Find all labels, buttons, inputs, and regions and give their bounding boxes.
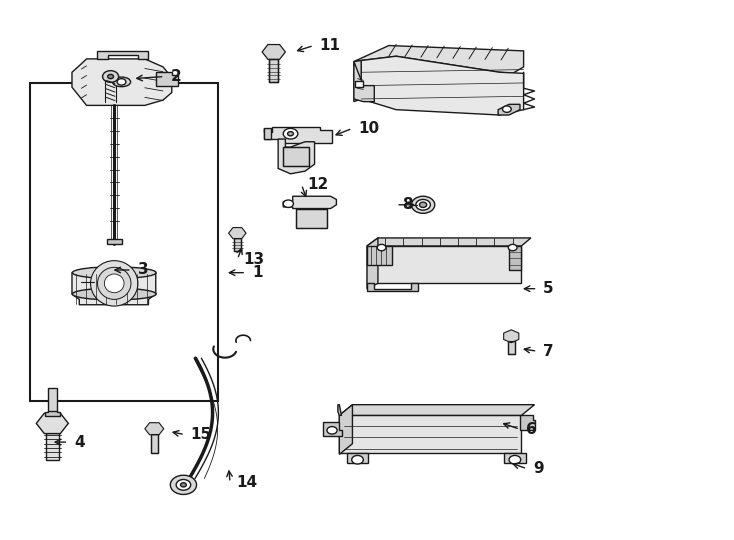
Polygon shape	[72, 59, 172, 105]
Polygon shape	[346, 453, 368, 463]
Ellipse shape	[73, 288, 156, 300]
Polygon shape	[361, 56, 523, 115]
Polygon shape	[354, 60, 361, 102]
Polygon shape	[150, 434, 158, 453]
Text: 4: 4	[74, 435, 85, 450]
Text: 2: 2	[170, 69, 181, 84]
Text: 7: 7	[543, 344, 554, 359]
Bar	[355, 82, 363, 87]
Text: 11: 11	[319, 38, 341, 53]
Circle shape	[283, 200, 294, 207]
Circle shape	[103, 71, 119, 83]
Polygon shape	[46, 433, 59, 460]
Text: 12: 12	[308, 177, 329, 192]
Circle shape	[509, 244, 517, 251]
Circle shape	[117, 79, 126, 85]
Text: 9: 9	[533, 461, 544, 476]
Circle shape	[170, 475, 197, 495]
Polygon shape	[367, 284, 418, 292]
Polygon shape	[339, 404, 534, 415]
Circle shape	[181, 483, 186, 487]
Polygon shape	[45, 410, 59, 416]
Polygon shape	[339, 404, 352, 454]
Bar	[30, 83, 219, 401]
Text: 15: 15	[191, 427, 212, 442]
Polygon shape	[509, 246, 521, 270]
Circle shape	[288, 132, 294, 136]
Polygon shape	[367, 246, 521, 284]
Polygon shape	[354, 62, 374, 102]
Circle shape	[283, 129, 298, 139]
Circle shape	[108, 75, 114, 79]
Text: 10: 10	[358, 121, 379, 136]
Polygon shape	[156, 72, 178, 86]
Polygon shape	[520, 415, 534, 430]
Polygon shape	[367, 246, 393, 265]
Polygon shape	[338, 404, 341, 415]
Polygon shape	[323, 422, 341, 436]
Ellipse shape	[104, 274, 124, 293]
Polygon shape	[264, 129, 271, 139]
Text: 6: 6	[526, 422, 537, 437]
Circle shape	[352, 455, 363, 464]
Circle shape	[415, 199, 430, 210]
Polygon shape	[367, 238, 378, 289]
Text: 1: 1	[252, 265, 263, 280]
Polygon shape	[296, 208, 327, 228]
Text: 13: 13	[243, 252, 264, 267]
Circle shape	[509, 455, 520, 464]
Polygon shape	[233, 238, 241, 251]
Polygon shape	[278, 139, 315, 174]
Polygon shape	[508, 341, 515, 354]
Circle shape	[327, 427, 337, 434]
Polygon shape	[48, 388, 57, 411]
Circle shape	[176, 480, 191, 490]
Text: 3: 3	[137, 262, 148, 278]
Polygon shape	[72, 273, 156, 305]
Circle shape	[419, 202, 426, 207]
Ellipse shape	[73, 267, 156, 279]
Polygon shape	[283, 196, 336, 208]
Circle shape	[503, 106, 512, 112]
Ellipse shape	[98, 267, 131, 299]
Polygon shape	[264, 127, 332, 143]
Polygon shape	[98, 51, 148, 59]
Text: 5: 5	[543, 281, 554, 296]
Text: 14: 14	[236, 475, 257, 490]
Polygon shape	[354, 45, 523, 73]
Polygon shape	[107, 239, 122, 244]
Circle shape	[412, 196, 435, 213]
Polygon shape	[367, 238, 531, 246]
Ellipse shape	[90, 261, 138, 306]
Polygon shape	[339, 415, 521, 453]
Polygon shape	[283, 147, 309, 166]
Polygon shape	[504, 453, 526, 463]
Ellipse shape	[112, 77, 131, 87]
Polygon shape	[269, 59, 278, 82]
Text: 8: 8	[402, 197, 413, 212]
Polygon shape	[498, 104, 520, 115]
Circle shape	[377, 244, 386, 251]
